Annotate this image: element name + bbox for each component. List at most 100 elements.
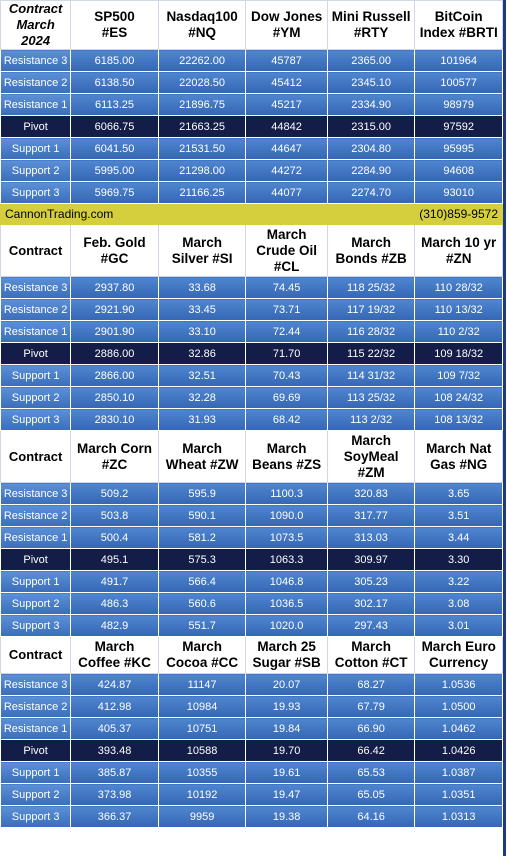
level-value: 393.48 bbox=[70, 739, 159, 762]
instrument-header-text: #GC bbox=[100, 250, 129, 266]
support-2-row: Support 2 486.3 560.6 1036.5 302.17 3.08 bbox=[0, 592, 503, 615]
instrument-header-text: #ZC bbox=[101, 456, 128, 472]
level-value: 9959 bbox=[157, 805, 247, 828]
level-value: 317.77 bbox=[326, 504, 416, 527]
level-value: 5995.00 bbox=[70, 159, 159, 182]
instrument-header-text: BitCoin bbox=[434, 9, 483, 24]
level-value: 21896.75 bbox=[157, 93, 247, 116]
level-value: 74.45 bbox=[245, 276, 328, 299]
instrument-header-cell: Mini Russell #RTY bbox=[326, 0, 416, 50]
level-label: Support 2 bbox=[0, 592, 72, 615]
level-value: 19.38 bbox=[245, 805, 328, 828]
level-value: 2345.10 bbox=[326, 71, 416, 94]
instrument-header-text: Wheat #ZW bbox=[165, 456, 239, 472]
level-label: Support 1 bbox=[0, 570, 72, 593]
level-value: 73.71 bbox=[245, 298, 328, 321]
level-value: 10588 bbox=[157, 739, 247, 762]
level-value: 1.0351 bbox=[414, 783, 503, 806]
instrument-header-text: Dow Jones bbox=[250, 9, 323, 24]
instrument-header-cell: March Silver #SI bbox=[157, 224, 247, 277]
level-value: 20.07 bbox=[245, 673, 328, 696]
instrument-header-text: #CL bbox=[273, 258, 300, 274]
instrument-header-text: Index #BRTI bbox=[419, 25, 498, 40]
support-3-row: Support 3 366.37 9959 19.38 64.16 1.0313 bbox=[0, 805, 503, 828]
instrument-header-cell: Feb. Gold #GC bbox=[70, 224, 159, 277]
contract-header-text: Contract bbox=[8, 1, 63, 17]
instrument-header-cell: BitCoin Index #BRTI bbox=[414, 0, 503, 50]
level-value: 22028.50 bbox=[157, 71, 247, 94]
instrument-header-cell: March 25 Sugar #SB bbox=[245, 636, 328, 674]
level-value: 5969.75 bbox=[70, 181, 159, 204]
level-value: 10984 bbox=[157, 695, 247, 718]
instrument-header-text: March bbox=[266, 226, 307, 242]
level-value: 560.6 bbox=[157, 592, 247, 615]
level-value: 1.0500 bbox=[414, 695, 503, 718]
level-value: 1036.5 bbox=[245, 592, 328, 615]
instrument-header-cell: March SoyMeal #ZM bbox=[326, 430, 416, 483]
level-value: 575.3 bbox=[157, 548, 247, 571]
level-value: 3.08 bbox=[414, 592, 503, 615]
level-value: 21531.50 bbox=[157, 137, 247, 160]
level-value: 110 13/32 bbox=[414, 298, 503, 321]
level-value: 97592 bbox=[414, 115, 503, 138]
right-edge-bar bbox=[503, 0, 506, 856]
level-value: 66.90 bbox=[326, 717, 416, 740]
level-value: 1.0313 bbox=[414, 805, 503, 828]
level-value: 1.0462 bbox=[414, 717, 503, 740]
level-value: 1073.5 bbox=[245, 526, 328, 549]
level-value: 64.16 bbox=[326, 805, 416, 828]
level-value: 110 2/32 bbox=[414, 320, 503, 343]
level-value: 44647 bbox=[245, 137, 328, 160]
level-value: 1.0536 bbox=[414, 673, 503, 696]
level-value: 1.0387 bbox=[414, 761, 503, 784]
support-1-row: Support 1 491.7 566.4 1046.8 305.23 3.22 bbox=[0, 570, 503, 593]
level-value: 33.68 bbox=[157, 276, 247, 299]
instrument-header-text: SP500 bbox=[94, 9, 135, 24]
support-2-row: Support 2 2850.10 32.28 69.69 113 25/32 108 2… bbox=[0, 386, 503, 409]
website-link[interactable]: CannonTrading.com bbox=[0, 203, 328, 225]
contract-header-cell: Contract March 2024 bbox=[0, 0, 72, 50]
resistance-1-row: Resistance 1 405.37 10751 19.84 66.90 1.0462 bbox=[0, 717, 503, 740]
instrument-header-text: Currency bbox=[429, 655, 489, 670]
instrument-header-text: March bbox=[351, 234, 391, 250]
level-value: 2365.00 bbox=[326, 49, 416, 72]
level-value: 44077 bbox=[245, 181, 328, 204]
level-value: 2315.00 bbox=[326, 115, 416, 138]
instrument-header-text: March 25 bbox=[257, 639, 316, 654]
level-value: 109 7/32 bbox=[414, 364, 503, 387]
contract-header-text: March 2024 bbox=[16, 17, 55, 48]
level-label: Resistance 2 bbox=[0, 695, 72, 718]
level-value: 45787 bbox=[245, 49, 328, 72]
level-value: 424.87 bbox=[70, 673, 159, 696]
instrument-header-text: #ZM bbox=[357, 464, 385, 480]
level-label: Support 2 bbox=[0, 386, 72, 409]
resistance-3-row: Resistance 3 509.2 595.9 1100.3 320.83 3.65 bbox=[0, 482, 503, 505]
level-label: Resistance 2 bbox=[0, 298, 72, 321]
level-value: 2886.00 bbox=[70, 342, 159, 365]
level-value: 113 25/32 bbox=[326, 386, 416, 409]
level-value: 412.98 bbox=[70, 695, 159, 718]
level-value: 44842 bbox=[245, 115, 328, 138]
level-value: 2866.00 bbox=[70, 364, 159, 387]
support-1-row: Support 1 2866.00 32.51 70.43 114 31/32 109 7… bbox=[0, 364, 503, 387]
level-value: 3.44 bbox=[414, 526, 503, 549]
resistance-3-row: Resistance 3 424.87 11147 20.07 68.27 1.0536 bbox=[0, 673, 503, 696]
resistance-1-row: Resistance 1 500.4 581.2 1073.5 313.03 3.44 bbox=[0, 526, 503, 549]
section-header-row: Contract March 2024 SP500 #ES Nasdaq100 #NQ Do… bbox=[0, 0, 503, 50]
resistance-1-row: Resistance 1 6113.25 21896.75 45217 2334.90 9… bbox=[0, 93, 503, 116]
contact-banner: CannonTrading.com (310)859-9572 bbox=[0, 203, 504, 225]
instrument-header-text: Gas #NG bbox=[430, 456, 488, 472]
level-value: 11147 bbox=[157, 673, 247, 696]
instrument-header-text: Mini Russell bbox=[331, 9, 411, 24]
level-value: 551.7 bbox=[157, 614, 247, 637]
level-value: 2304.80 bbox=[326, 137, 416, 160]
contract-header-cell: Contract bbox=[0, 430, 72, 483]
level-value: 6066.75 bbox=[70, 115, 159, 138]
phone-number: (310)859-9572 bbox=[326, 203, 504, 225]
level-value: 32.28 bbox=[157, 386, 247, 409]
level-value: 100577 bbox=[414, 71, 503, 94]
level-value: 19.93 bbox=[245, 695, 328, 718]
level-label: Support 3 bbox=[0, 614, 72, 637]
instrument-header-text: Silver #SI bbox=[171, 250, 233, 266]
level-value: 66.42 bbox=[326, 739, 416, 762]
